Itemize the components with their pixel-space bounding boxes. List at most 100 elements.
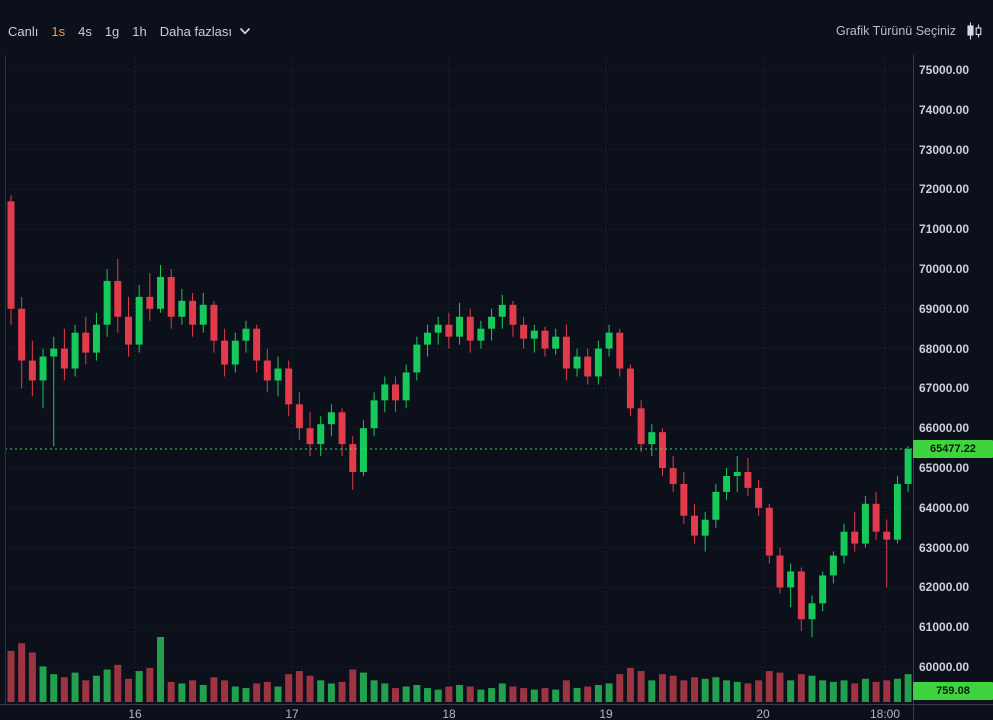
interval-button-1s[interactable]: 1s [51,23,66,39]
candle-body [82,332,90,353]
interval-button-4s[interactable]: 4s [78,23,92,39]
candle-body [391,384,399,401]
candle-body [573,356,581,369]
volume-bar [135,671,143,702]
volume-bar [210,677,218,702]
volume-bar [317,680,325,702]
candle-body [498,304,506,317]
volume-bar [605,683,613,702]
price-axis-label: 74000.00 [919,102,970,117]
candle-body [60,348,68,369]
candle-body [381,384,389,401]
volume-bar [701,678,709,702]
volume-bar [18,643,26,702]
candle-body [263,360,271,381]
price-axis-label: 69000.00 [919,301,970,316]
price-axis-label: 66000.00 [919,421,970,436]
volume-bar [189,680,197,702]
volume-bar [306,675,314,702]
candle-body [253,328,261,361]
candle-body [520,324,528,339]
candle-body [808,603,816,620]
volume-bar [60,677,68,702]
candle-body [295,404,303,429]
candle-body [231,340,239,365]
candle-body [445,324,453,337]
candle-body [135,296,143,345]
volume-bar [167,681,175,702]
interval-button-1h[interactable]: 1h [132,23,147,39]
chart-toolbar: Canlı 1s 4s 1g 1h Daha fazlası Grafik Türün… [8,21,983,41]
candle-body [755,487,763,508]
volume-bar [626,667,634,702]
candle-body [274,368,282,381]
volume-bar [424,688,432,702]
volume-bar [114,664,122,702]
candle-body [349,444,357,472]
volume-bar [466,686,474,702]
volume-bar [541,688,549,702]
candle-body [71,332,79,369]
volume-bar [263,681,271,702]
chart-type-label: Grafik Türünü Seçiniz [836,24,956,38]
candle-body [648,432,656,445]
candle-body [221,340,229,365]
volume-bar [338,681,346,702]
candle-body [413,344,421,373]
candle-body [584,356,592,377]
candle-body [872,503,880,532]
volume-bar [733,681,741,702]
candle-body [744,471,752,488]
volume-bar [178,683,186,702]
time-axis-label: 19 [599,707,613,720]
candle-body [28,360,36,381]
volume-bar [893,678,901,702]
volume-bar [776,672,784,702]
volume-bar [285,674,293,702]
volume-bar [744,683,752,702]
candle-body [861,503,869,544]
candle-body [210,304,218,341]
time-axis-label: 16 [128,707,142,720]
live-button[interactable]: Canlı [8,23,39,39]
chart-type-selector[interactable]: Grafik Türünü Seçiniz [836,22,983,40]
volume-bar [124,678,132,702]
volume-bar [658,674,666,702]
candle-body [626,368,634,409]
candle-body [733,471,741,476]
interval-button-1g[interactable]: 1g [104,23,120,39]
candle-body [787,571,795,588]
candle-body [680,483,688,516]
candle-body [829,555,837,576]
volume-bar [573,688,581,702]
volume-bar [851,683,859,702]
candle-body [456,316,464,337]
candle-body [594,348,602,377]
candle-body [509,304,517,325]
volume-bar [648,680,656,702]
more-menu-button[interactable]: Daha fazlası [160,24,250,39]
volume-bar [28,652,36,702]
volume-bar [327,683,335,702]
volume-bar [691,677,699,702]
volume-bar [231,686,239,702]
volume-bar [199,684,207,702]
candle-body [370,400,378,429]
volume-bar [755,680,763,702]
candle-body [178,300,186,317]
candle-body [103,280,111,325]
time-axis-label: 18 [442,707,456,720]
volume-bar [498,683,506,702]
candle-body [359,428,367,472]
volume-bar [787,680,795,702]
candle-body [157,276,165,309]
interval-toolbar: Canlı 1s 4s 1g 1h Daha fazlası [8,24,250,39]
candle-body [285,368,293,405]
volume-bar [883,680,891,702]
time-axis-label: 20 [756,707,770,720]
volume-bar [434,689,442,702]
volume-bar [50,674,58,702]
candle-body [338,412,346,445]
